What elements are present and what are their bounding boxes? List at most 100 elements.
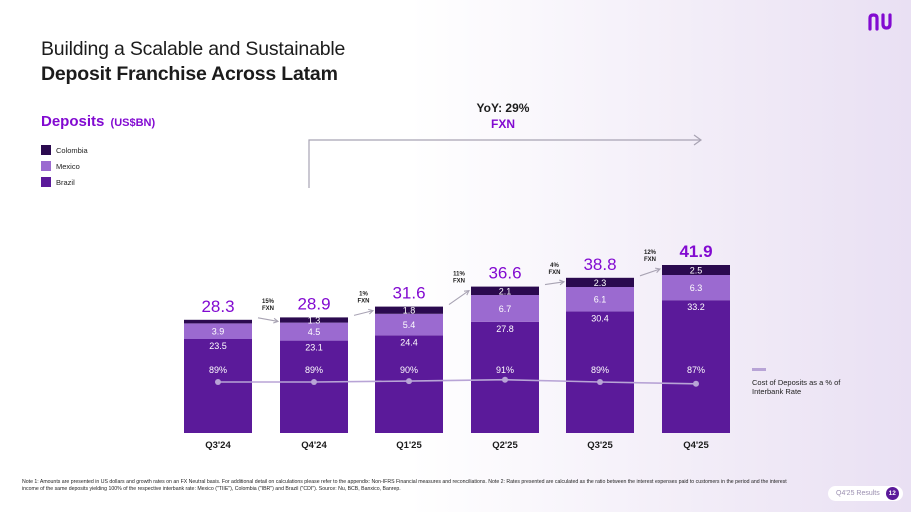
cost-of-deposits-label-0: 89% — [209, 365, 227, 375]
cost-of-deposits-point-1 — [311, 379, 317, 385]
slide-title: Building a Scalable and Sustainable Depo… — [41, 37, 345, 87]
legend-label-brazil: Brazil — [56, 177, 75, 187]
growth-fxn-1: FXN — [358, 299, 370, 305]
growth-pct-0: 15% — [262, 299, 275, 305]
growth-arrow-line-3 — [544, 281, 565, 286]
legend-swatch-colombia — [41, 145, 51, 155]
legend-item-colombia: Colombia — [41, 145, 88, 155]
segment-label-brazil-0: 23.5 — [209, 341, 227, 351]
segment-label-mexico-2: 5.4 — [403, 320, 416, 330]
legend-swatch-brazil — [41, 177, 51, 187]
bar-colombia-5 — [662, 265, 730, 275]
cost-of-deposits-legend-line — [752, 368, 766, 371]
deposits-heading-text: Deposits — [41, 113, 105, 130]
bar-brazil-4 — [566, 311, 634, 433]
deposits-unit: (US$BN) — [110, 117, 156, 129]
legend-item-mexico: Mexico — [41, 161, 88, 171]
bar-mexico-5 — [662, 275, 730, 301]
bar-mexico-0 — [184, 323, 252, 339]
segment-label-mexico-1: 4.5 — [308, 327, 321, 337]
bar-colombia-3 — [471, 286, 539, 295]
growth-arrow-line-4 — [639, 268, 661, 277]
segment-label-colombia-2: 1.8 — [403, 306, 416, 316]
deposits-chart: 23.5 3.9 28.3 Q3'24 23.1 4.51.3 28.9 Q4'24 24.4 5… — [184, 134, 730, 451]
segment-label-mexico-0: 3.9 — [212, 327, 225, 337]
yoy-growth-value: YoY: 29% — [476, 101, 530, 115]
yoy-growth: YoY: 29% FXN — [455, 100, 551, 132]
x-tick-label-4: Q3'25 — [587, 440, 613, 451]
page-badge: Q4'25 Results 12 — [828, 486, 903, 501]
slide-title-line1: Building a Scalable and Sustainable — [41, 38, 346, 60]
growth-pct-4: 12% — [644, 250, 657, 256]
yoy-bracket-arrowhead — [693, 134, 703, 146]
growth-pct-3: 4% — [550, 263, 559, 269]
cost-of-deposits-label-2: 90% — [400, 365, 418, 375]
cost-of-deposits-legend-text: Cost of Deposits as a % of Interbank Rat… — [752, 378, 841, 396]
legend-label-colombia: Colombia — [56, 145, 88, 155]
footnote: Note 1: Amounts are presented in US doll… — [22, 479, 787, 492]
cost-of-deposits-point-3 — [502, 376, 508, 383]
deposits-heading: Deposits (US$BN) — [41, 113, 155, 130]
cost-of-deposits-point-0 — [215, 379, 221, 385]
total-label-4: 38.8 — [583, 255, 616, 274]
segment-label-colombia-3: 2.1 — [499, 286, 512, 296]
growth-arrow-line-1 — [353, 310, 374, 316]
nu-logo — [868, 13, 892, 31]
cost-of-deposits-point-5 — [693, 380, 699, 387]
segment-label-colombia-5: 2.5 — [690, 266, 703, 276]
segment-label-brazil-3: 27.8 — [496, 324, 514, 334]
cost-of-deposits-label-5: 87% — [687, 365, 705, 375]
bar-mexico-2 — [375, 313, 443, 336]
growth-arrow-line-2 — [448, 290, 470, 306]
slide-title-line2: Deposit Franchise Across Latam — [41, 63, 338, 85]
growth-pct-1: 1% — [359, 292, 368, 298]
segment-label-mexico-4: 6.1 — [594, 295, 607, 305]
segment-label-colombia-1: 1.3 — [308, 316, 321, 326]
growth-arrowhead-2 — [463, 289, 470, 296]
growth-arrow-line-0 — [257, 317, 279, 322]
x-tick-label-0: Q3'24 — [205, 440, 231, 451]
cost-of-deposits-label-1: 89% — [305, 365, 323, 375]
growth-fxn-3: FXN — [549, 270, 561, 276]
total-label-1: 28.9 — [297, 294, 330, 313]
segment-label-colombia-4: 2.3 — [594, 278, 607, 288]
total-label-3: 36.6 — [488, 264, 521, 283]
growth-arrowhead-4 — [654, 267, 662, 274]
growth-arrowhead-3 — [559, 279, 566, 286]
yoy-bracket-line — [308, 139, 700, 188]
bar-colombia-2 — [375, 306, 443, 314]
bar-mexico-4 — [566, 287, 634, 312]
segment-label-brazil-4: 30.4 — [591, 313, 609, 323]
page-number: 12 — [885, 487, 899, 500]
cost-of-deposits-point-2 — [406, 378, 412, 385]
yoy-growth-fxn: FXN — [491, 117, 515, 131]
page-label: Q4'25 Results — [836, 490, 880, 497]
segment-label-mexico-3: 6.7 — [499, 304, 512, 314]
nu-logo-icon — [868, 13, 892, 31]
bar-brazil-1 — [280, 340, 348, 433]
total-label-2: 31.6 — [392, 284, 425, 303]
segment-label-brazil-2: 24.4 — [400, 337, 418, 347]
cost-of-deposits-point-4 — [597, 379, 603, 385]
bar-mexico-3 — [471, 295, 539, 322]
growth-arrowhead-1 — [368, 308, 375, 315]
chart-legend: Colombia Mexico Brazil — [41, 145, 88, 193]
x-tick-label-2: Q1'25 — [396, 440, 422, 451]
cost-of-deposits-legend: Cost of Deposits as a % of Interbank Rat… — [752, 368, 842, 396]
segment-label-mexico-5: 6.3 — [690, 283, 703, 293]
legend-label-mexico: Mexico — [56, 161, 80, 171]
bar-brazil-5 — [662, 300, 730, 433]
bar-brazil-0 — [184, 339, 252, 433]
bar-colombia-0 — [184, 319, 252, 324]
bar-brazil-2 — [375, 335, 443, 433]
x-tick-label-5: Q4'25 — [683, 440, 709, 451]
total-label-5: 41.9 — [679, 242, 712, 261]
growth-fxn-2: FXN — [453, 279, 465, 285]
growth-pct-2: 11% — [453, 272, 465, 278]
segment-label-brazil-1: 23.1 — [305, 343, 323, 353]
legend-item-brazil: Brazil — [41, 177, 88, 187]
growth-fxn-0: FXN — [262, 306, 274, 312]
bar-mexico-1 — [280, 322, 348, 341]
bar-colombia-4 — [566, 277, 634, 287]
bar-colombia-1 — [280, 317, 348, 323]
